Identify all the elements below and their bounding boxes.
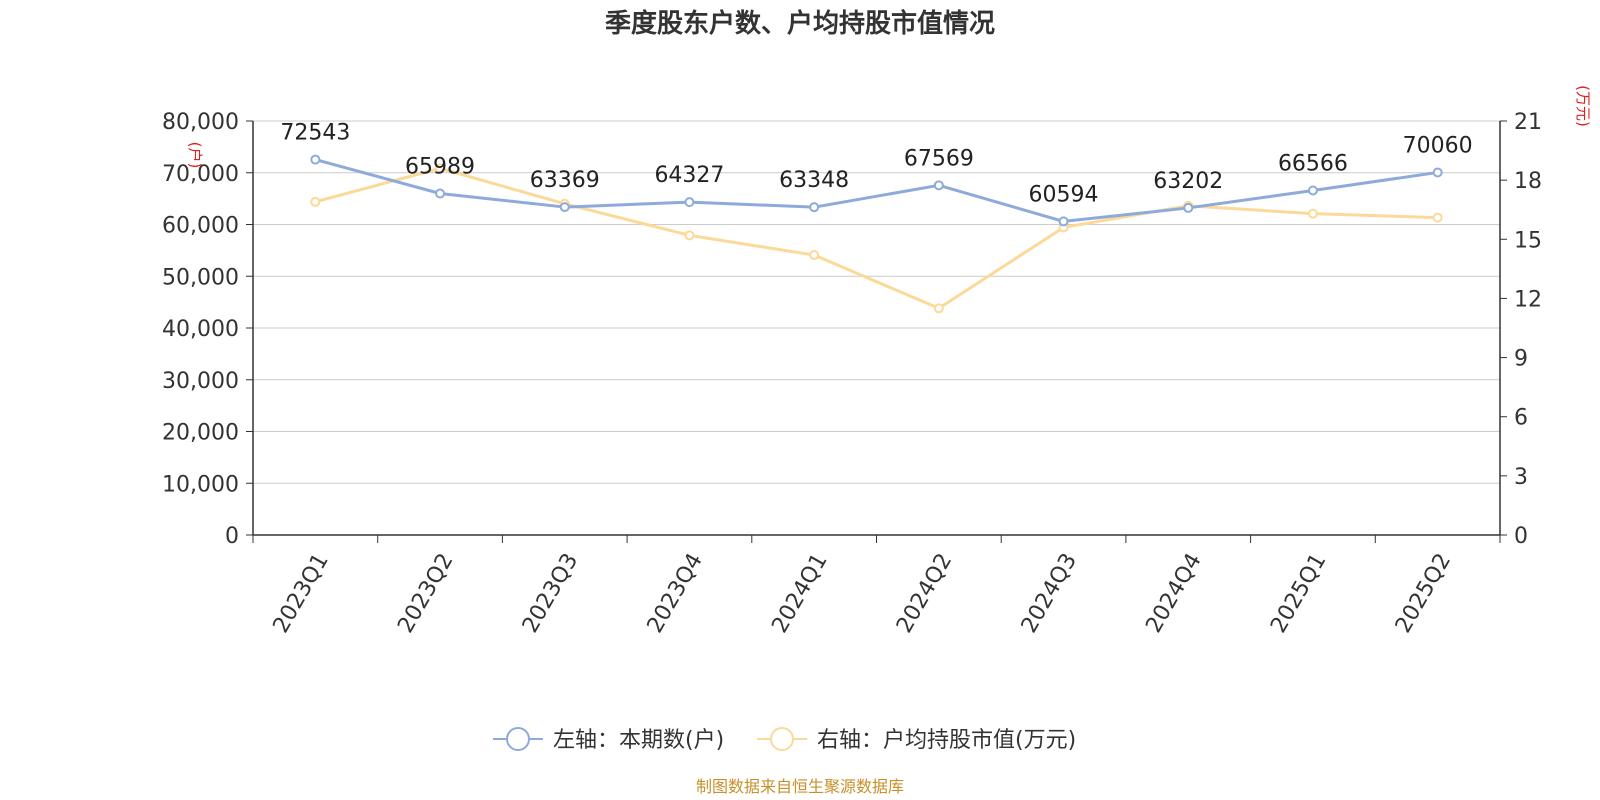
x-axis-tick-label: 2024Q4 — [1141, 549, 1206, 637]
right-axis-tick-label: 3 — [1514, 465, 1528, 490]
legend-marker — [506, 727, 530, 751]
legend-item[interactable]: 右轴：户均持股市值(万元) — [757, 727, 1076, 753]
left-axis-tick-label: 40,000 — [162, 317, 239, 342]
left-axis-tick-label: 20,000 — [162, 421, 239, 446]
x-axis-tick-label: 2024Q1 — [767, 549, 832, 637]
point-avg-market-value — [1307, 208, 1318, 219]
x-axis-tick-label: 2023Q4 — [643, 549, 708, 637]
point-households — [933, 180, 944, 191]
point-households — [1432, 167, 1443, 178]
right-axis-tick-label: 18 — [1514, 169, 1542, 194]
data-label: 63369 — [530, 168, 600, 193]
left-axis-tick-label: 0 — [225, 524, 239, 549]
left-axis-tick-labels: 0 10,000 20,000 30,000 40,000 50,000 60,000 70,… — [162, 110, 239, 549]
point-households — [1183, 202, 1194, 213]
data-label: 64327 — [654, 163, 724, 188]
legend-label: 左轴：本期数(户) — [553, 728, 724, 753]
x-axis-tick-labels: 2023Q1 2023Q2 2023Q3 2023Q4 2024Q1 2024Q2 2024… — [269, 549, 1457, 637]
point-avg-market-value — [933, 303, 944, 314]
left-axis-tick-label: 60,000 — [162, 214, 239, 239]
right-axis-tick-label: 21 — [1514, 110, 1542, 135]
left-axis-unit: (户) — [186, 142, 204, 169]
point-avg-market-value — [310, 196, 321, 207]
source-note: 制图数据来自恒生聚源数据库 — [696, 777, 904, 796]
point-avg-market-value — [1432, 212, 1443, 223]
data-label: 70060 — [1403, 133, 1473, 158]
point-households — [1058, 216, 1069, 227]
series-line-households — [314, 158, 1438, 223]
legend-marker — [770, 727, 794, 751]
point-households — [310, 154, 321, 165]
point-households — [435, 188, 446, 199]
point-households — [684, 197, 695, 208]
left-axis-tick-label: 10,000 — [162, 472, 239, 497]
x-axis-tick-label: 2023Q3 — [518, 549, 583, 637]
series-line-avg-market-value — [314, 166, 1438, 310]
legend[interactable]: 左轴：本期数(户) 右轴：户均持股市值(万元) — [493, 727, 1076, 753]
data-label: 72543 — [280, 121, 350, 146]
x-axis-tick-label: 2024Q2 — [892, 549, 957, 637]
right-axis-tick-label: 9 — [1514, 347, 1528, 372]
x-axis-tick-label: 2025Q1 — [1266, 549, 1331, 637]
data-label: 66566 — [1278, 152, 1348, 177]
x-axis-tick-label: 2023Q2 — [393, 549, 458, 637]
right-axis-tick-label: 12 — [1514, 287, 1542, 312]
series-lines: 72543 65989 63369 64327 63348 67569 60594 63202… — [280, 121, 1473, 314]
point-avg-market-value — [809, 250, 820, 261]
right-axis-tick-labels: 0 3 6 9 12 15 18 21 — [1514, 110, 1542, 549]
point-households — [1307, 185, 1318, 196]
point-households — [809, 202, 820, 213]
x-axis-tick-label: 2024Q3 — [1017, 549, 1082, 637]
right-axis-unit: (万元) — [1574, 85, 1592, 127]
right-axis-tick-label: 6 — [1514, 406, 1528, 431]
point-avg-market-value — [435, 163, 446, 174]
left-axis-tick-label: 30,000 — [162, 369, 239, 394]
right-axis-tick-label: 15 — [1514, 228, 1542, 253]
left-axis-tick-label: 50,000 — [162, 265, 239, 290]
data-label: 65989 — [405, 155, 475, 180]
legend-label: 右轴：户均持股市值(万元) — [817, 728, 1076, 753]
left-axis-tick-label: 80,000 — [162, 110, 239, 135]
axes — [246, 120, 1507, 543]
point-households — [559, 202, 570, 213]
right-axis-tick-label: 0 — [1514, 524, 1528, 549]
x-axis-tick-label: 2025Q2 — [1391, 549, 1456, 637]
chart-title: 季度股东户数、户均持股市值情况 — [605, 8, 995, 39]
data-label: 60594 — [1029, 182, 1099, 207]
data-label: 63348 — [779, 168, 849, 193]
data-label: 67569 — [904, 146, 974, 171]
left-axis-tick-label: 70,000 — [162, 162, 239, 187]
legend-item[interactable]: 左轴：本期数(户) — [493, 727, 724, 753]
point-avg-market-value — [684, 230, 695, 241]
x-axis-tick-label: 2023Q1 — [269, 549, 334, 637]
data-label: 63202 — [1153, 169, 1223, 194]
